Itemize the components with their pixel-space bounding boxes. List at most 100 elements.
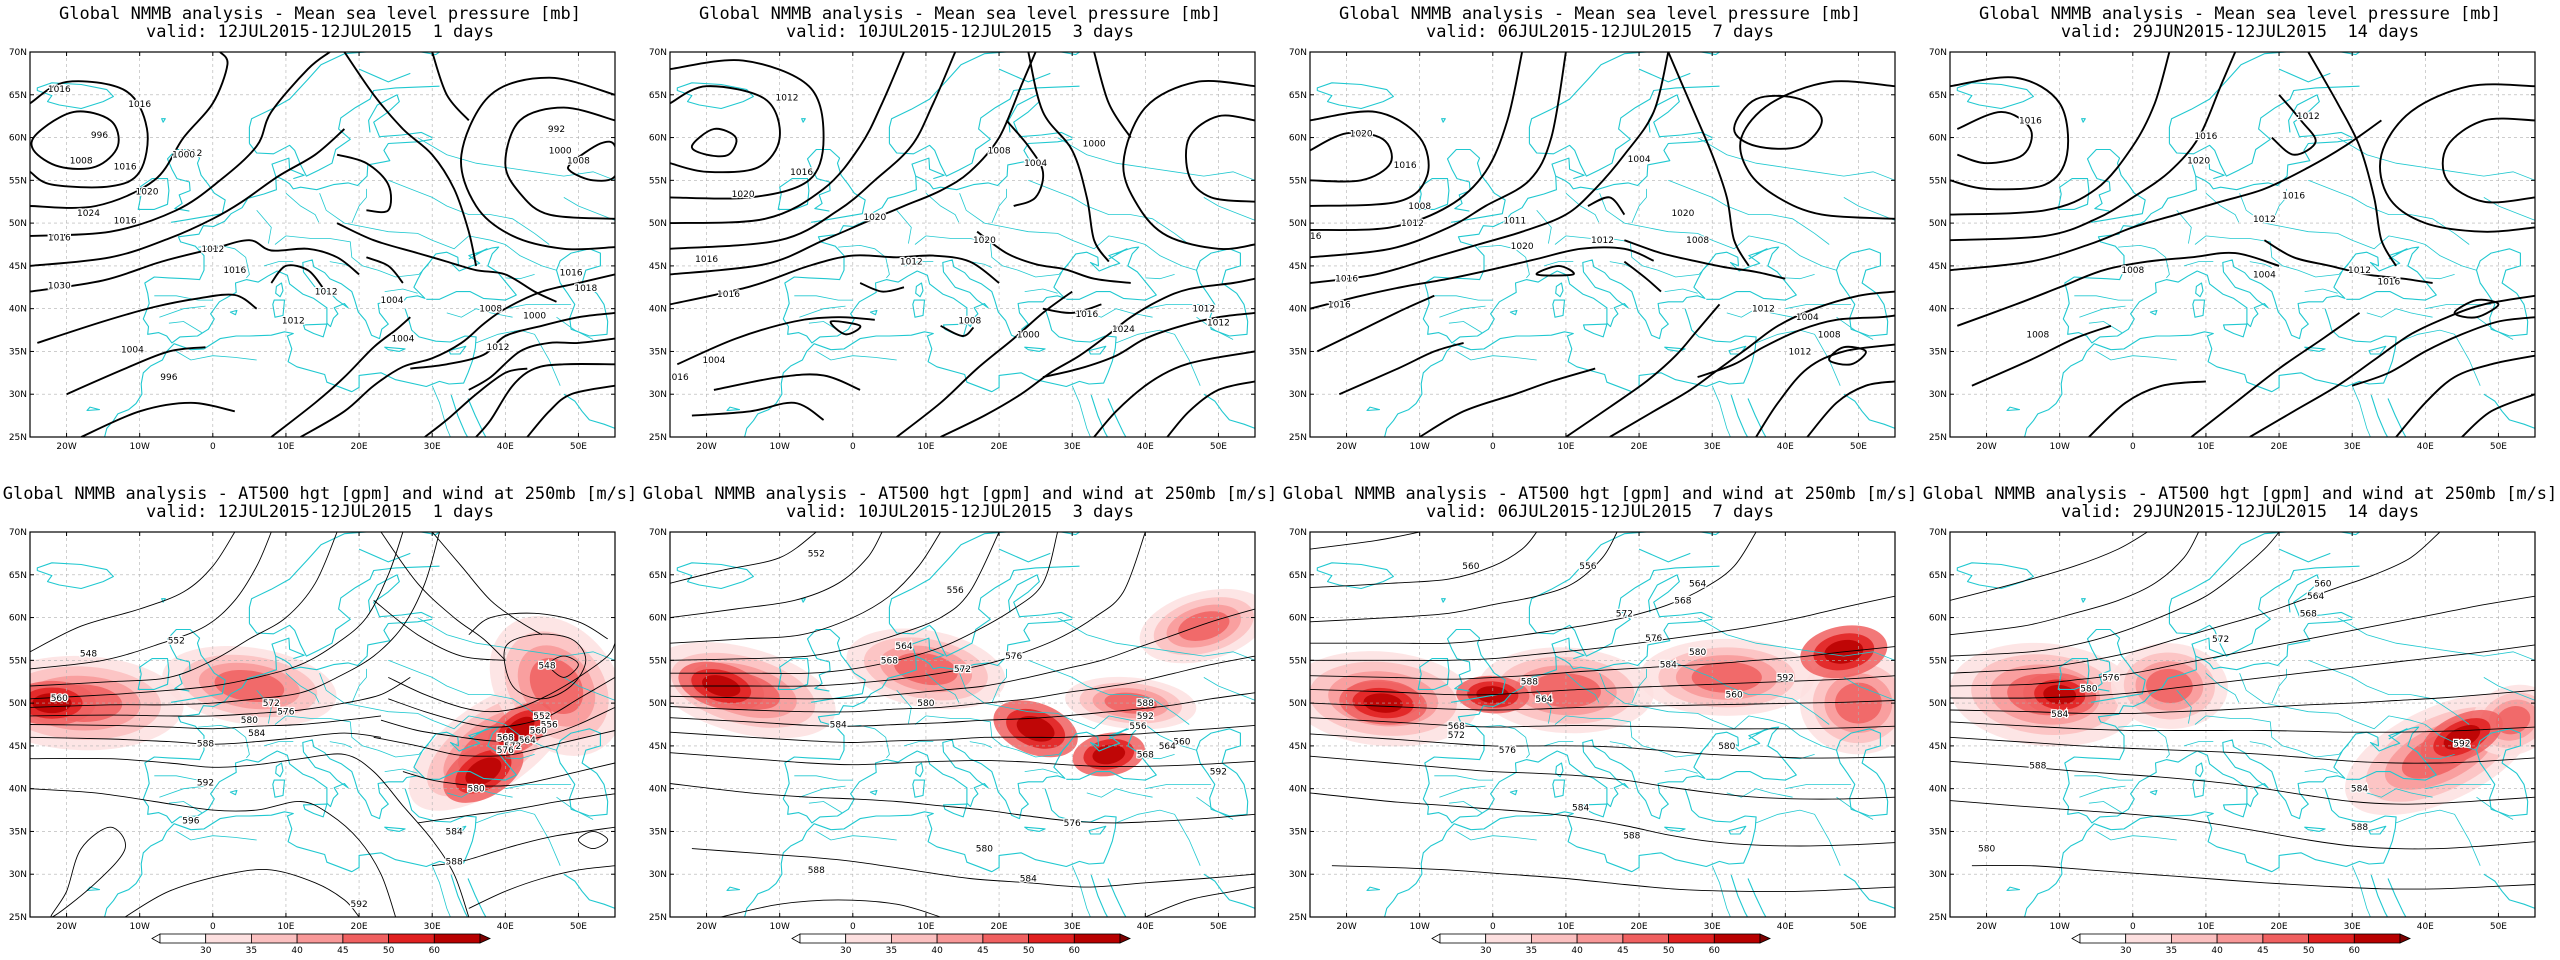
lat-tick-label: 55N	[649, 176, 667, 186]
lon-tick-label: 40E	[2417, 922, 2434, 932]
lon-tick-label: 20W	[56, 922, 76, 932]
lat-tick-label: 25N	[1289, 913, 1307, 923]
contour-line	[1310, 792, 1895, 847]
rivers-borders	[154, 617, 615, 917]
contour-line	[30, 753, 470, 917]
contour-label: 1012	[1752, 305, 1775, 315]
contour-line	[1310, 646, 1895, 680]
contour-line	[468, 865, 615, 909]
lon-tick-label: 40E	[2417, 442, 2434, 452]
contour-label: 1011	[1503, 217, 1526, 227]
contour-line	[1310, 532, 1757, 644]
contour-label: 552	[533, 712, 550, 722]
map-plot-area: 5525565645685725765805845885925565605645…	[670, 532, 1255, 917]
lat-tick-label: 55N	[9, 656, 27, 666]
contour-line	[30, 80, 149, 189]
contour-label: 1020	[732, 190, 755, 200]
contour-label: 1020	[136, 188, 159, 198]
contour-label: 1012	[2253, 215, 2276, 225]
contour-label: 580	[1718, 742, 1735, 752]
contour-label: 572	[2212, 635, 2229, 645]
lon-tick-label: 30E	[1704, 922, 1721, 932]
lat-tick-label: 40N	[1929, 305, 1947, 315]
contour-line	[30, 677, 411, 717]
contour-label: 1004	[381, 296, 404, 306]
contour-line	[1971, 864, 2535, 890]
lon-tick-label: 10E	[1557, 442, 1574, 452]
contour-label: 572	[1448, 731, 1465, 741]
lat-tick-label: 50N	[1289, 699, 1307, 709]
lat-tick-label: 35N	[9, 347, 27, 357]
contour-line	[1122, 80, 1255, 250]
lat-tick-label: 65N	[1289, 91, 1307, 101]
lon-tick-label: 0	[850, 442, 856, 452]
contour-line	[30, 532, 272, 670]
panel-title: Global NMMB analysis - Mean sea level pr…	[699, 4, 1221, 24]
contour-line	[30, 52, 331, 237]
contour-line	[1623, 260, 1662, 293]
lat-tick-label: 40N	[649, 785, 667, 795]
contour-line	[402, 762, 615, 787]
contour-label: 1016	[48, 85, 71, 95]
contour-label: 1012	[1192, 305, 1215, 315]
contour-label: 580	[241, 716, 258, 726]
contour-label: 568	[1137, 750, 1154, 760]
lon-tick-label: 20W	[56, 442, 76, 452]
contour-line	[388, 642, 615, 713]
contour-label: 568	[2300, 609, 2317, 619]
contour-line	[1310, 52, 1567, 259]
contour-label: 1020	[1511, 242, 1534, 252]
contour-label: 1016	[114, 163, 137, 173]
panel-subtitle: valid: 12JUL2015-12JUL2015 1 days	[146, 502, 494, 522]
contour-line	[1950, 532, 2441, 674]
rivers-borders	[1434, 617, 1895, 917]
coastlines	[1956, 52, 2535, 437]
contour-line	[548, 655, 579, 678]
contour-line	[1828, 345, 1867, 366]
contour-label: 564	[1689, 579, 1706, 589]
contour-line	[380, 532, 506, 661]
map-canvas: 1012 1008 1000 1004 1016 1020 1020 1020 1016 1012…	[649, 48, 1256, 452]
contour-line	[670, 752, 1255, 768]
contour-line	[1697, 314, 1895, 378]
contour-label: 1012	[487, 343, 510, 353]
contour-line	[670, 655, 1255, 713]
contour-label: 588	[808, 866, 825, 876]
contour-label: 1016	[223, 266, 246, 276]
contour-line	[670, 532, 941, 644]
contour-line	[380, 706, 615, 742]
contour-label: 592	[197, 779, 214, 789]
panel-subtitle: valid: 06JUL2015-12JUL2015 7 days	[1426, 502, 1774, 522]
lat-tick-label: 60N	[9, 134, 27, 144]
pressure-isobars	[1950, 52, 2535, 437]
lon-tick-label: 50E	[2490, 922, 2507, 932]
lat-tick-label: 70N	[9, 48, 27, 58]
contour-label: 1000	[549, 146, 572, 156]
lat-tick-label: 65N	[9, 571, 27, 581]
contour-line	[1667, 52, 1750, 267]
contour-label: 1016	[114, 217, 137, 227]
contour-line	[670, 85, 781, 174]
contour-line	[829, 320, 862, 336]
colorbar-label: 40	[931, 946, 943, 956]
contour-label: 584	[446, 827, 463, 837]
contour-line	[670, 692, 1255, 727]
lon-tick-label: 20E	[2270, 922, 2287, 932]
map-canvas: 1016101610121000996992100010081008101610…	[9, 48, 616, 452]
contour-line	[721, 899, 941, 917]
contour-label: 1016	[1299, 232, 1322, 242]
contour-label: 592	[1210, 768, 1227, 778]
lat-tick-label: 70N	[649, 528, 667, 538]
lat-tick-label: 30N	[9, 390, 27, 400]
lon-tick-label: 20W	[1976, 442, 1996, 452]
axes: 20W 10W 0 10E 20E 30E 40E 50E 70N 65N 60N 55N 50N 45N…	[1929, 528, 2535, 932]
contour-label: 1016	[1328, 300, 1351, 310]
contour-label: 588	[2029, 762, 2046, 772]
lon-tick-label: 30E	[1704, 442, 1721, 452]
contour-line	[1093, 350, 1255, 437]
contour-line	[940, 324, 975, 337]
contour-label: 1018	[574, 284, 597, 294]
contour-line	[1950, 800, 2535, 850]
contour-label: 576	[1499, 746, 1516, 756]
